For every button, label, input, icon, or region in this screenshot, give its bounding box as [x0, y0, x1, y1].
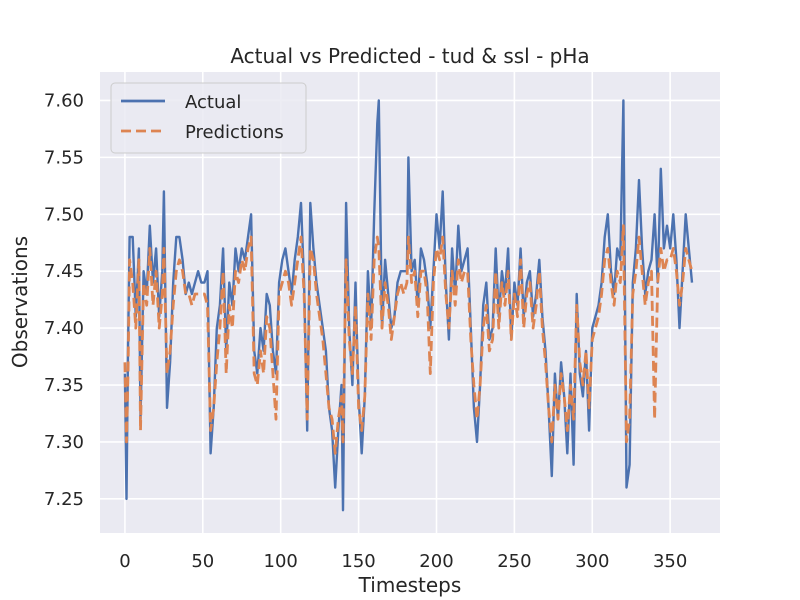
chart-title: Actual vs Predicted - tud & ssl - pHa	[230, 44, 589, 68]
y-tick-label: 7.60	[44, 90, 84, 111]
x-tick-label: 200	[419, 551, 453, 572]
y-tick-label: 7.30	[44, 432, 84, 453]
y-tick-label: 7.50	[44, 204, 84, 225]
x-tick-label: 100	[264, 551, 298, 572]
legend-label-predictions: Predictions	[185, 122, 284, 143]
x-tick-label: 0	[119, 551, 130, 572]
x-tick-label: 150	[341, 551, 375, 572]
y-tick-label: 7.35	[44, 375, 84, 396]
x-tick-label: 300	[575, 551, 609, 572]
series-line-actual	[123, 99, 694, 512]
series-layer	[123, 99, 694, 512]
y-axis-label: Observations	[8, 236, 32, 368]
x-tick-label: 50	[191, 551, 214, 572]
legend-label-actual: Actual	[185, 92, 241, 113]
y-tick-label: 7.40	[44, 318, 84, 339]
y-tick-label: 7.55	[44, 147, 84, 168]
y-tick-label: 7.25	[44, 489, 84, 510]
x-axis-label: Timesteps	[358, 573, 462, 597]
x-tick-label: 250	[497, 551, 531, 572]
x-tick-label: 350	[653, 551, 687, 572]
tick-labels: 0 50 100 150 200 250 300 350 7.25 7.30 7.35 7.40 7.4…	[44, 90, 687, 572]
legend: Actual Predictions	[110, 82, 307, 154]
y-tick-label: 7.45	[44, 261, 84, 282]
